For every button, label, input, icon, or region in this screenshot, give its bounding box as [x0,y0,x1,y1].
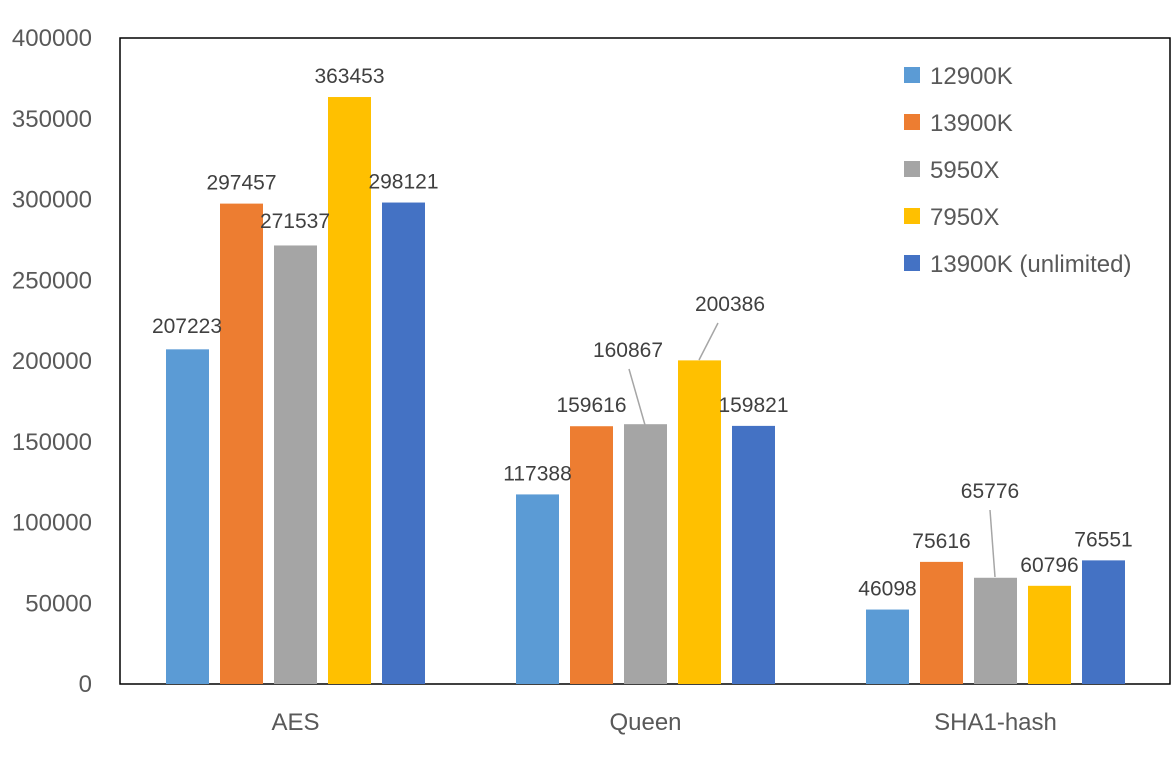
bar-7950x-aes [328,97,371,684]
bar-7950x-queen [678,360,721,684]
bar-13900k-unlimited--aes [382,202,425,684]
y-tick-label: 350000 [12,106,92,133]
y-tick-label: 0 [79,671,92,698]
legend-swatch [904,161,920,177]
legend-label: 5950X [930,157,999,184]
legend-swatch [904,255,920,271]
bar-5950x-sha1-hash [974,577,1017,684]
data-label: 271537 [260,210,330,233]
data-label: 60796 [1020,554,1078,577]
x-category-label: AES [271,709,319,736]
y-tick-label: 400000 [12,25,92,52]
x-axis-categories: AES Queen SHA1-hash [271,709,1056,736]
bar-13900k-queen [570,426,613,684]
data-label: 207223 [152,315,222,338]
data-label: 159616 [556,394,626,417]
data-label: 76551 [1074,528,1132,551]
y-tick-label: 100000 [12,510,92,537]
legend-swatch [904,208,920,224]
leader-line [628,368,646,426]
y-tick-label: 150000 [12,429,92,456]
legend-swatch [904,114,920,130]
data-label: 160867 [593,339,663,362]
bar-12900k-aes [166,349,209,684]
y-tick-label: 250000 [12,267,92,294]
data-label: 65776 [961,480,1019,503]
data-labels: 207223 117388 46098 297457 159616 75616 271537… [152,65,1133,601]
y-tick-label: 200000 [12,348,92,375]
bar-13900k-aes [220,203,263,685]
data-label: 159821 [718,394,788,417]
data-label: 117388 [503,462,572,485]
y-tick-label: 50000 [25,590,92,617]
y-axis-ticks: 0 50000 100000 150000 200000 250000 300000 3500… [12,25,92,698]
bar-5950x-aes [274,245,317,684]
leader-lines [628,322,996,578]
legend-label: 12900K [930,63,1013,90]
legend-swatch [904,67,920,83]
legend: 12900K 13900K 5950X 7950X 13900K (unlimited) [904,63,1131,278]
bar-12900k-queen [516,494,559,684]
legend-label: 13900K [930,110,1013,137]
bar-13900k-unlimited--sha1-hash [1082,560,1125,684]
data-label: 297457 [206,172,276,195]
leader-line [698,322,719,361]
bar-12900k-sha1-hash [866,609,909,684]
bar-5950x-queen [624,424,667,684]
bar-7950x-sha1-hash [1028,585,1071,684]
data-label: 75616 [912,530,970,553]
data-label: 363453 [314,65,384,88]
y-tick-label: 300000 [12,187,92,214]
bar-13900k-sha1-hash [920,561,963,684]
leader-line [989,509,996,578]
legend-label: 7950X [930,204,999,231]
data-label: 298121 [368,171,438,194]
bar-13900k-unlimited--queen [732,425,775,684]
x-category-label: Queen [609,709,681,736]
legend-label: 13900K (unlimited) [930,251,1131,278]
bar-series [166,97,1125,685]
data-label: 46098 [858,578,916,601]
x-category-label: SHA1-hash [934,709,1057,736]
data-label: 200386 [695,293,765,316]
